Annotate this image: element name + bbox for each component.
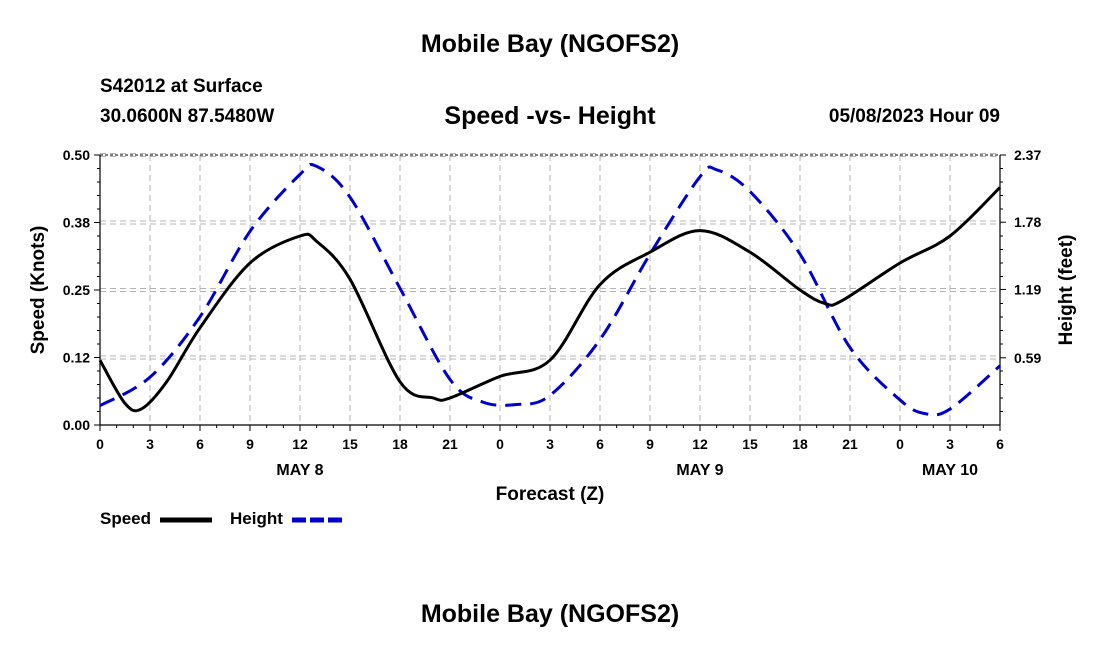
x-tick-label: 3 <box>946 436 954 452</box>
x-tick-label: 0 <box>96 436 104 452</box>
y-right-tick-label: 2.37 <box>1014 147 1041 163</box>
y-right-axis-label: Height (feet) <box>1056 235 1077 346</box>
y-right-tick-label: 0.59 <box>1014 350 1041 366</box>
x-tick-label: 9 <box>646 436 654 452</box>
x-tick-label: 6 <box>196 436 204 452</box>
coordinates-label: 30.0600N 87.5480W <box>100 106 275 127</box>
series-line-speed <box>98 186 1002 413</box>
y-left-axis-label: Speed (Knots) <box>28 226 49 355</box>
footer-title: Mobile Bay (NGOFS2) <box>420 600 680 628</box>
x-tick-label: 21 <box>842 436 858 452</box>
legend-label-height: Height <box>230 509 283 528</box>
x-tick-label: 6 <box>596 436 604 452</box>
x-tick-label: 0 <box>896 436 904 452</box>
day-label: MAY 10 <box>922 462 978 479</box>
station-label: S42012 at Surface <box>100 76 263 97</box>
x-tick-label: 18 <box>792 436 808 452</box>
x-tick-label: 12 <box>292 436 308 452</box>
y-left-tick-label: 0.50 <box>63 147 90 163</box>
x-tick-label: 0 <box>496 436 504 452</box>
x-tick-label: 12 <box>692 436 708 452</box>
x-tick-label: 3 <box>146 436 154 452</box>
y-left-tick-label: 0.12 <box>63 350 90 366</box>
x-tick-label: 15 <box>342 436 358 452</box>
chart-subtitle: Speed -vs- Height <box>444 102 656 130</box>
forecast-datetime: 05/08/2023 Hour 09 <box>828 106 1000 127</box>
x-tick-label: 3 <box>546 436 554 452</box>
x-tick-label: 18 <box>392 436 408 452</box>
y-left-tick-label: 0.38 <box>63 215 90 231</box>
y-right-tick-label: 1.78 <box>1014 214 1041 230</box>
x-tick-label: 15 <box>742 436 758 452</box>
legend-label-speed: Speed <box>100 509 151 528</box>
x-tick-label: 6 <box>996 436 1004 452</box>
x-tick-label: 9 <box>246 436 254 452</box>
day-label: MAY 9 <box>676 462 723 479</box>
y-left-tick-label: 0.25 <box>63 282 90 298</box>
chart-title: Mobile Bay (NGOFS2) <box>420 30 680 58</box>
x-axis-label: Forecast (Z) <box>496 484 605 505</box>
y-left-tick-label: 0.00 <box>63 417 90 433</box>
x-tick-label: 21 <box>442 436 458 452</box>
day-label: MAY 8 <box>276 462 323 479</box>
y-right-tick-label: 1.19 <box>1014 281 1041 297</box>
